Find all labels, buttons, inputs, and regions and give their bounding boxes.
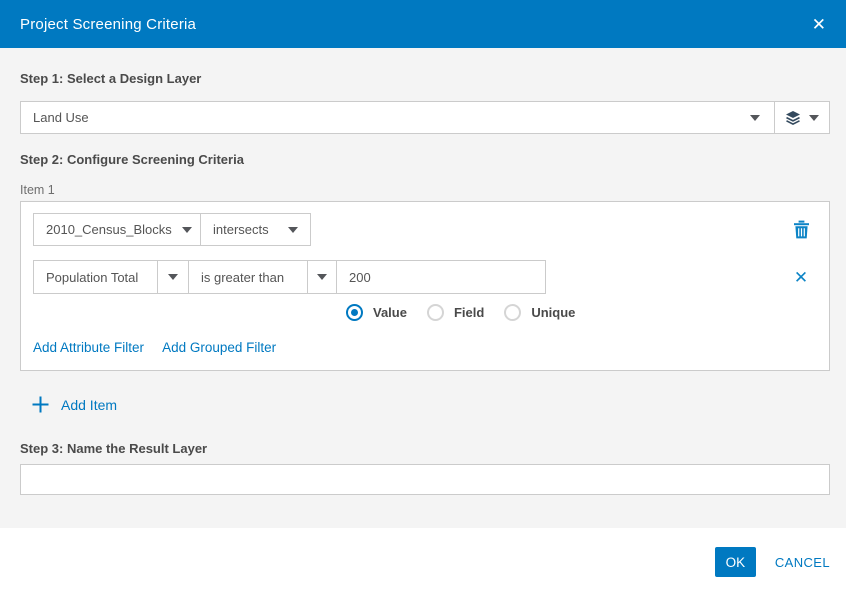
remove-filter-button[interactable]: ✕: [789, 265, 813, 289]
radio-field-label: Field: [453, 305, 485, 320]
add-item-label: Add Item: [61, 396, 118, 413]
filter-operator-dropdown[interactable]: [307, 261, 337, 293]
dialog-footer: OK CANCEL: [0, 528, 846, 596]
radio-value-label: Value: [373, 305, 407, 320]
chevron-down-icon: [168, 274, 178, 280]
screen-layer-value: 2010_Census_Blocks: [46, 222, 172, 237]
chevron-down-icon: [288, 226, 298, 233]
design-layer-select[interactable]: Land Use: [20, 101, 830, 134]
chevron-down-icon: [181, 226, 192, 233]
plus-icon: [32, 396, 49, 413]
dialog-title: Project Screening Criteria: [20, 15, 197, 33]
filter-field-value[interactable]: Population Total: [46, 269, 139, 285]
step2-label: Step 2: Configure Screening Criteria: [20, 152, 244, 167]
chevron-down-icon[interactable]: [750, 114, 760, 121]
chevron-down-icon: [317, 274, 327, 280]
trash-icon: [793, 220, 810, 239]
result-layer-name-input[interactable]: [20, 464, 830, 495]
filter-field-dropdown[interactable]: [157, 261, 189, 293]
dialog-body: Step 1: Select a Design Layer Land Use S…: [0, 48, 846, 528]
close-icon[interactable]: ✕: [811, 14, 826, 34]
add-grouped-filter-link[interactable]: Add Grouped Filter: [162, 340, 277, 355]
chevron-down-icon: [809, 114, 819, 121]
design-layer-value: Land Use: [33, 110, 89, 125]
add-item-button[interactable]: Add Item: [32, 396, 117, 413]
item-label: Item 1: [20, 183, 55, 197]
cancel-button[interactable]: CANCEL: [774, 554, 830, 570]
radio-field[interactable]: [426, 304, 444, 321]
step3-label: Step 3: Name the Result Layer: [20, 441, 208, 456]
divider: [774, 102, 775, 133]
attribute-filter-row: Population Total is greater than ✕: [33, 260, 815, 294]
filter-type-radio-group: Value Field Unique: [346, 304, 815, 321]
attribute-filter-control: Population Total is greater than: [33, 260, 546, 294]
delete-item-button[interactable]: [789, 218, 813, 242]
add-attribute-filter-link[interactable]: Add Attribute Filter: [33, 340, 145, 355]
screen-layer-dropdown[interactable]: 2010_Census_Blocks: [33, 213, 201, 246]
filter-operator-value[interactable]: is greater than: [201, 269, 285, 285]
spatial-operator-value: intersects: [213, 222, 269, 237]
step1-label: Step 1: Select a Design Layer: [20, 71, 202, 86]
layers-icon: [785, 110, 801, 126]
close-icon: ✕: [793, 267, 809, 287]
radio-unique[interactable]: [504, 304, 522, 321]
filter-links-row: Add Attribute Filter Add Grouped Filter: [33, 340, 815, 355]
filter-value-input[interactable]: [337, 261, 545, 293]
criteria-item-box: 2010_Census_Blocks intersects: [20, 201, 830, 371]
spatial-operator-dropdown[interactable]: intersects: [200, 213, 311, 246]
dialog-header: Project Screening Criteria ✕: [0, 0, 846, 48]
ok-button[interactable]: OK: [714, 547, 756, 577]
radio-unique-label: Unique: [531, 305, 576, 320]
radio-value[interactable]: [346, 304, 363, 321]
layer-options-button[interactable]: [775, 102, 829, 133]
expression-row: 2010_Census_Blocks intersects: [33, 213, 815, 246]
